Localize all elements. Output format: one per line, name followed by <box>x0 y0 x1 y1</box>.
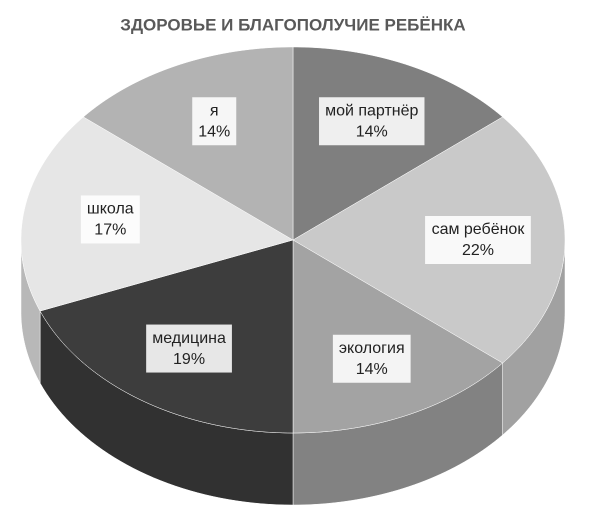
pie-slice <box>82 46 294 241</box>
value-label: 14% <box>356 123 388 140</box>
category-label: я <box>210 102 219 119</box>
label-box <box>425 216 531 264</box>
label-box <box>80 195 140 244</box>
value-label: 14% <box>198 123 230 140</box>
category-label: сам ребёнок <box>432 221 526 238</box>
category-label: мой партнёр <box>325 102 418 119</box>
label-box <box>332 334 411 383</box>
category-label: школа <box>87 201 134 218</box>
pie-slice <box>20 116 294 312</box>
label-box <box>192 97 237 146</box>
value-label: 14% <box>356 361 388 378</box>
value-label: 22% <box>462 242 494 259</box>
category-label: экология <box>339 340 405 357</box>
value-label: 17% <box>94 222 126 239</box>
value-label: 19% <box>173 351 205 368</box>
label-box <box>319 97 425 146</box>
chart-title: ЗДОРОВЬЕ И БЛАГОПОЛУЧИЕ РЕБЁНКА <box>120 15 465 34</box>
category-label: медицина <box>152 330 226 347</box>
label-box <box>146 324 232 373</box>
